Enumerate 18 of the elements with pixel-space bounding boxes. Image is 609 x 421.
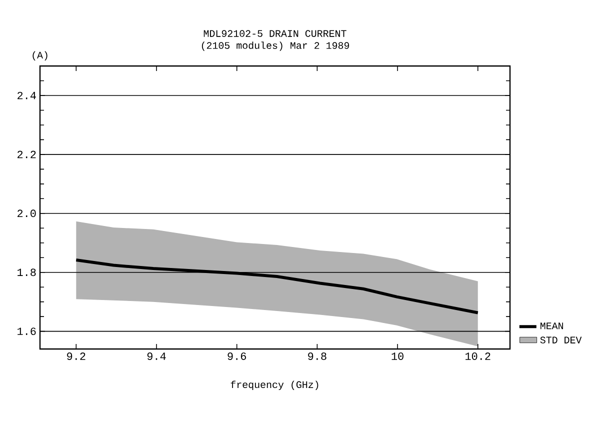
y-tick-label: 2.0	[18, 210, 36, 218]
x-tick-label: 9.8	[308, 352, 326, 360]
legend-label: MEAN	[540, 322, 563, 330]
line-series	[74, 258, 480, 314]
x-axis-title: frequency (GHz)	[230, 380, 318, 390]
y-tick-label: 1.8	[18, 268, 36, 276]
x-tick-label: 9.2	[67, 352, 86, 360]
chart-subtitle: (2105 modules) Mar 2 1989	[202, 42, 350, 51]
chart-title: MDL92102-5 DRAIN CURRENT	[204, 30, 346, 37]
x-tick-label: 9.6	[228, 352, 246, 360]
y-tick-label: 1.6	[18, 328, 36, 336]
text: STD DEV	[540, 336, 582, 344]
y-axis-title: (A)	[32, 51, 48, 60]
y-tick-label: 2.2	[18, 150, 36, 158]
x-tick-label: 10	[392, 352, 404, 360]
y-tick-label: 2.4	[18, 92, 36, 100]
x-tick-label: 10.2	[466, 352, 490, 360]
x-tick-label: 9.4	[147, 352, 166, 360]
